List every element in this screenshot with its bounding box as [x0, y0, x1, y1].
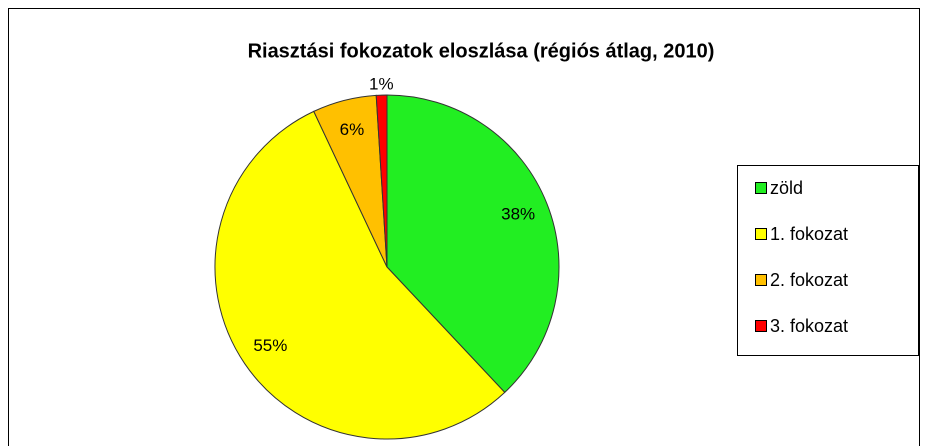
legend-swatch	[755, 320, 767, 332]
data-label: 6%	[340, 120, 365, 139]
legend-swatch	[755, 182, 767, 194]
legend-swatch	[755, 274, 767, 286]
legend-label: zöld	[770, 178, 803, 198]
chart-title: Riasztási fokozatok eloszlása (régiós át…	[248, 40, 715, 62]
legend-label: 1. fokozat	[770, 224, 848, 244]
data-label: 1%	[369, 75, 394, 94]
data-label: 55%	[253, 336, 287, 355]
legend-box	[737, 165, 919, 356]
pie-slice	[375, 94, 388, 268]
data-label: 38%	[501, 205, 535, 224]
legend-label: 3. fokozat	[770, 316, 848, 336]
pie-slice	[214, 110, 506, 440]
pie-slice	[386, 94, 560, 394]
legend-label: 2. fokozat	[770, 270, 848, 290]
legend-swatch	[755, 228, 767, 240]
